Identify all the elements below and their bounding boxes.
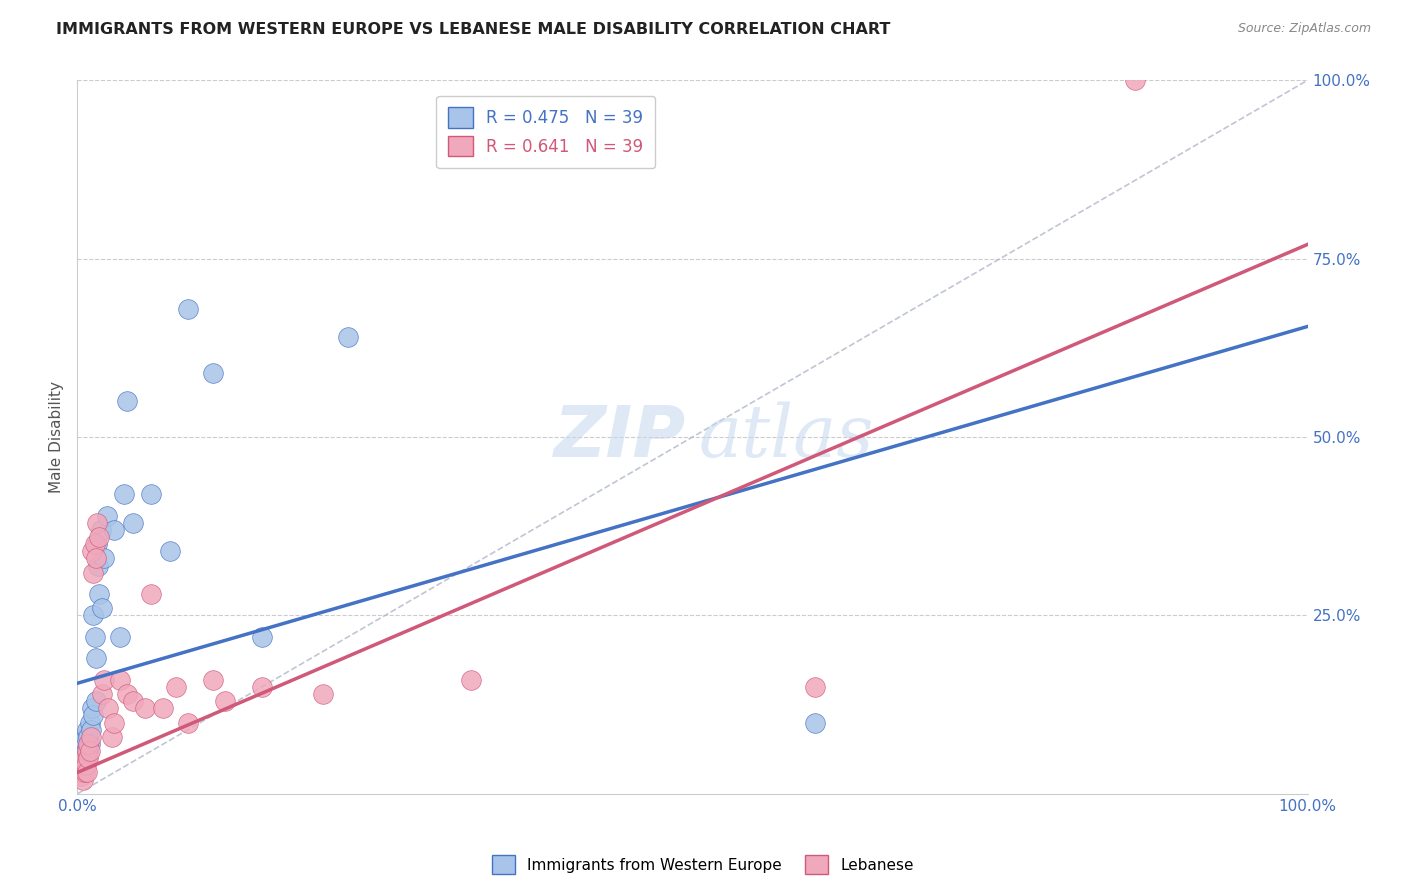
Point xyxy=(110,630,132,644)
Point xyxy=(79,744,101,758)
Point xyxy=(77,737,100,751)
Point xyxy=(159,544,181,558)
Point xyxy=(121,694,143,708)
Point xyxy=(84,651,107,665)
Point xyxy=(110,673,132,687)
Point xyxy=(115,687,138,701)
Point xyxy=(70,769,93,783)
Text: IMMIGRANTS FROM WESTERN EUROPE VS LEBANESE MALE DISABILITY CORRELATION CHART: IMMIGRANTS FROM WESTERN EUROPE VS LEBANE… xyxy=(56,22,890,37)
Point xyxy=(87,558,110,573)
Point xyxy=(83,537,105,551)
Point xyxy=(76,744,98,758)
Point xyxy=(72,772,94,787)
Point xyxy=(250,680,273,694)
Point xyxy=(96,508,118,523)
Text: Source: ZipAtlas.com: Source: ZipAtlas.com xyxy=(1237,22,1371,36)
Point xyxy=(90,687,114,701)
Point xyxy=(115,394,138,409)
Point xyxy=(76,765,98,780)
Point xyxy=(460,673,482,687)
Point xyxy=(84,551,107,566)
Point xyxy=(82,701,104,715)
Point xyxy=(89,587,111,601)
Point xyxy=(141,587,163,601)
Point xyxy=(72,758,94,772)
Point xyxy=(90,523,112,537)
Text: atlas: atlas xyxy=(699,401,875,473)
Point xyxy=(121,516,143,530)
Legend: Immigrants from Western Europe, Lebanese: Immigrants from Western Europe, Lebanese xyxy=(486,849,920,880)
Point xyxy=(214,694,236,708)
Point xyxy=(82,708,104,723)
Legend: R = 0.475   N = 39, R = 0.641   N = 39: R = 0.475 N = 39, R = 0.641 N = 39 xyxy=(436,95,655,168)
Point xyxy=(70,765,93,780)
Point xyxy=(103,715,125,730)
Point xyxy=(141,487,163,501)
Point xyxy=(80,723,103,737)
Point xyxy=(79,715,101,730)
Point xyxy=(86,516,108,530)
Point xyxy=(86,537,108,551)
Point xyxy=(177,301,200,316)
Point xyxy=(82,608,104,623)
Point xyxy=(84,694,107,708)
Point xyxy=(73,765,96,780)
Point xyxy=(82,566,104,580)
Point xyxy=(101,730,124,744)
Point xyxy=(76,751,98,765)
Point xyxy=(75,758,97,772)
Point xyxy=(103,523,125,537)
Point xyxy=(77,730,100,744)
Point xyxy=(93,673,115,687)
Point xyxy=(112,487,135,501)
Point xyxy=(72,751,94,765)
Point xyxy=(804,715,827,730)
Point xyxy=(804,680,827,694)
Point xyxy=(134,701,156,715)
Point xyxy=(83,630,105,644)
Point xyxy=(80,730,103,744)
Point xyxy=(250,630,273,644)
Point xyxy=(82,544,104,558)
Point xyxy=(337,330,360,344)
Point xyxy=(93,551,115,566)
Y-axis label: Male Disability: Male Disability xyxy=(49,381,65,493)
Point xyxy=(89,530,111,544)
Point xyxy=(201,366,224,380)
Point xyxy=(72,758,94,772)
Point xyxy=(79,737,101,751)
Point xyxy=(73,751,96,765)
Point xyxy=(77,751,100,765)
Point xyxy=(1125,73,1147,87)
Point xyxy=(312,687,335,701)
Point xyxy=(90,601,114,615)
Point xyxy=(73,744,96,758)
Point xyxy=(70,765,93,780)
Point xyxy=(76,723,98,737)
Point xyxy=(77,744,100,758)
Point xyxy=(165,680,187,694)
Text: ZIP: ZIP xyxy=(554,402,686,472)
Point xyxy=(75,730,97,744)
Point xyxy=(75,744,97,758)
Point xyxy=(73,737,96,751)
Point xyxy=(97,701,120,715)
Point xyxy=(152,701,174,715)
Point xyxy=(201,673,224,687)
Point xyxy=(177,715,200,730)
